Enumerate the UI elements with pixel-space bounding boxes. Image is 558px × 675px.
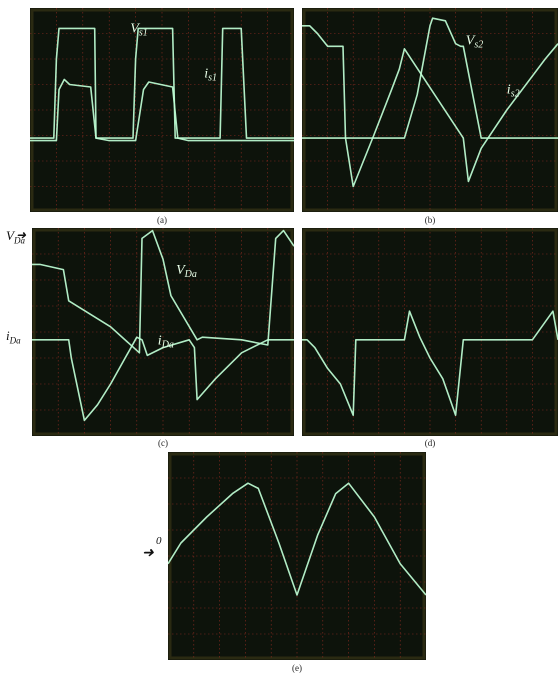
caption-e: (e) [168,663,426,673]
scope-screen [168,452,426,660]
scope-screen: VDa iDa [32,228,294,436]
outer-label-ida: iDa 0 [6,328,21,346]
scope-d-plot [302,228,558,436]
scope-e-plot [168,452,426,660]
panel-b: Vs2 is2 (b) [302,8,558,228]
caption-d: (d) [302,438,558,448]
caption-b: (b) [302,215,558,225]
scope-screen: Vs2 is2 [302,8,558,212]
panel-d: (d) [302,228,558,448]
panel-a: Vs1 is1 (a) [30,8,294,228]
caption-c: (c) [32,438,294,448]
panel-c: VDa iDa (c) [32,228,294,448]
scope-screen: Vs1 is1 [30,8,294,212]
caption-a: (a) [30,215,294,225]
outer-label-vda: VDa ➜ 0 [6,228,25,246]
scope-screen [302,228,558,436]
panel-e: (e) [168,452,426,675]
